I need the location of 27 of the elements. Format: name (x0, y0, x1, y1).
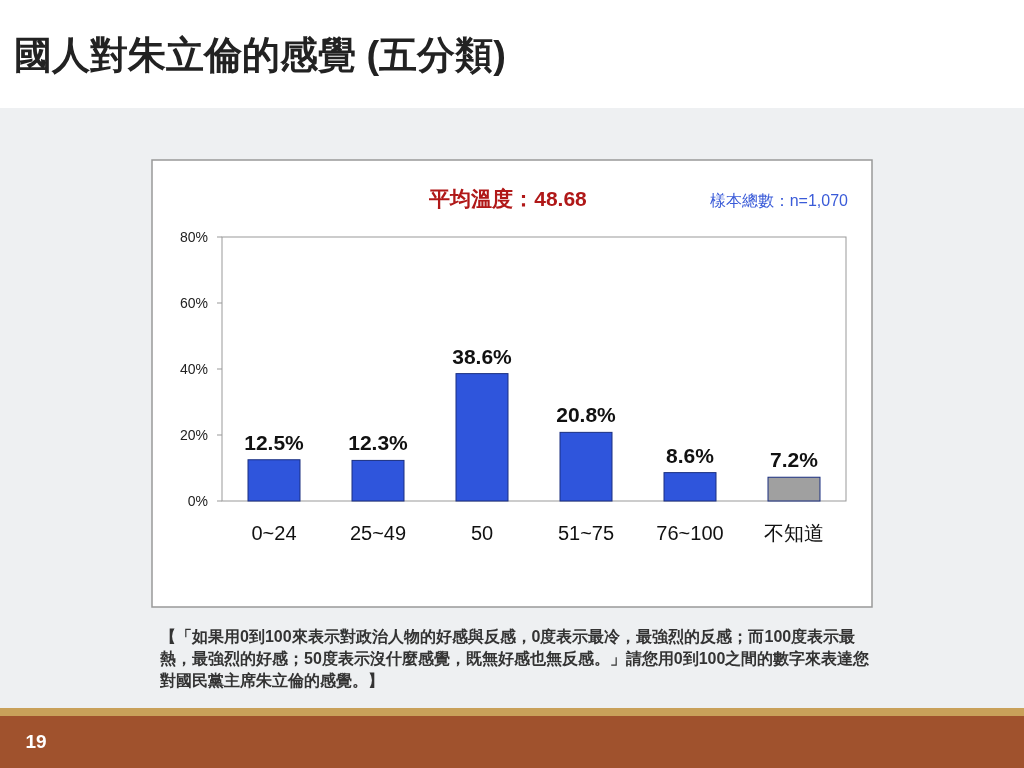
y-tick-label: 40% (179, 361, 208, 377)
text: 19 (25, 731, 47, 752)
x-tick-label: 50 (470, 522, 494, 544)
data-label: 8.6% (666, 443, 715, 467)
x-tick-label: 不知道 (764, 522, 824, 544)
data-label: 20.8% (556, 403, 617, 427)
y-tick-label: 60% (179, 295, 208, 311)
text: 【「如果用0到100來表示對政治人物的好感與反感，0度表示最冷，最強烈的反感；而100度表示最熱，最強烈的好感；50度表示沒什麼感覺，既無好感也無反感。」請您用0到100之間的數字來表達您對國民黨主席朱立倫的感覺。】 (160, 627, 871, 691)
data-label: 38.6% (452, 344, 513, 368)
bar (247, 459, 301, 502)
x-tick-label: 25~49 (349, 522, 407, 544)
y-tick-label: 0% (187, 493, 208, 509)
x-tick-label: 0~24 (251, 522, 297, 544)
y-tick-label: 80% (179, 229, 208, 245)
bar (455, 373, 509, 502)
y-tick-label: 20% (179, 427, 208, 443)
data-label: 12.5% (244, 430, 305, 454)
data-label: 7.2% (770, 448, 819, 472)
data-label: 12.3% (348, 431, 409, 455)
bar (663, 472, 717, 502)
text: 樣本總數：n=1,070 (709, 192, 849, 209)
x-tick-label: 51~75 (557, 522, 615, 544)
bar (351, 459, 405, 502)
bar (559, 431, 613, 502)
x-tick-label: 76~100 (656, 522, 724, 544)
text: 平均溫度：48.68 (428, 187, 588, 210)
chart-title: 國人對朱立倫的感覺 (五分類) (14, 34, 506, 76)
